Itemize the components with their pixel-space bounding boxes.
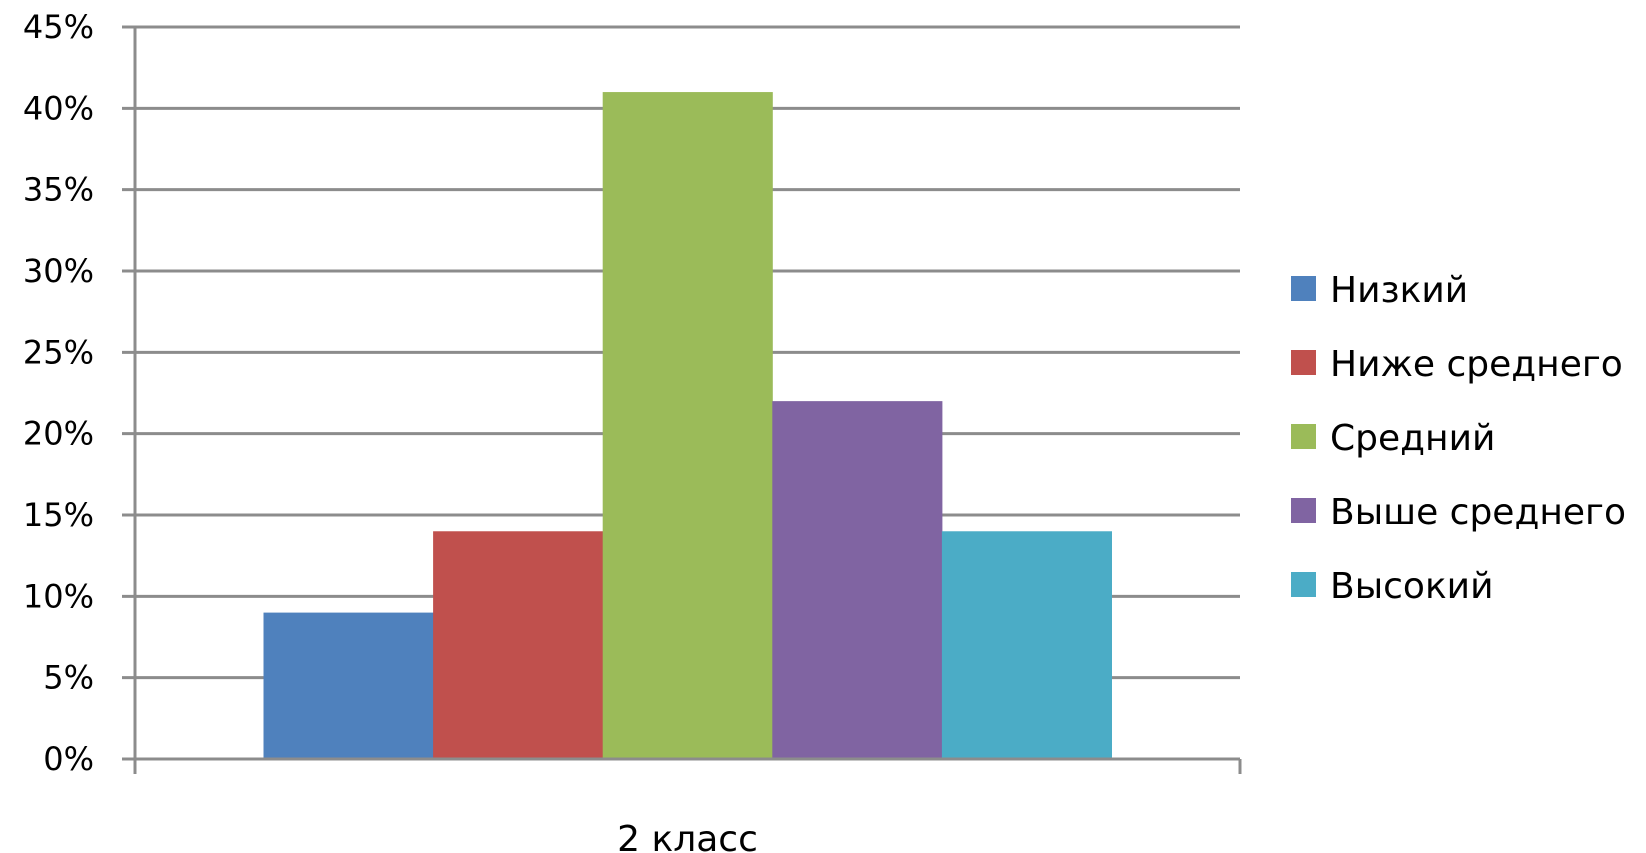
legend-swatch bbox=[1291, 350, 1316, 375]
y-tick-label: 0% bbox=[43, 740, 94, 778]
legend-entry-label: Выше среднего bbox=[1330, 492, 1626, 533]
legend-entry-label: Ниже среднего bbox=[1330, 344, 1623, 385]
legend-entry-label: Средний bbox=[1330, 418, 1495, 459]
y-tick-label: 35% bbox=[23, 171, 94, 209]
x-category-labels: 2 класс bbox=[617, 819, 758, 853]
y-tick-label: 25% bbox=[23, 333, 94, 371]
bar bbox=[263, 612, 434, 759]
legend-entry-label: Низкий bbox=[1330, 270, 1468, 311]
y-tick-labels: 0% 5% 10% 15% 20% 25% 30% 35% 40% 45% bbox=[23, 8, 94, 778]
x-category-label: 2 класс bbox=[617, 819, 758, 853]
legend: Низкий Ниже среднего Средний Выше среднего В… bbox=[1291, 270, 1626, 607]
y-tick-label: 20% bbox=[23, 415, 94, 453]
y-tick-label: 5% bbox=[43, 659, 94, 697]
legend-swatch bbox=[1291, 424, 1316, 449]
legend-swatch bbox=[1291, 572, 1316, 597]
y-tick-label: 45% bbox=[23, 8, 94, 46]
legend-swatch bbox=[1291, 498, 1316, 523]
y-tick-label: 40% bbox=[23, 89, 94, 127]
legend-swatch bbox=[1291, 276, 1316, 301]
y-tick-label: 15% bbox=[23, 496, 94, 534]
bar bbox=[602, 92, 773, 760]
y-tick-label: 10% bbox=[23, 577, 94, 615]
bar bbox=[941, 531, 1112, 759]
legend-entry-label: Высокий bbox=[1330, 566, 1493, 607]
bar bbox=[772, 401, 943, 759]
bar bbox=[433, 531, 604, 759]
axes bbox=[133, 27, 1242, 774]
bars bbox=[263, 92, 1112, 760]
y-tick-label: 30% bbox=[23, 252, 94, 290]
